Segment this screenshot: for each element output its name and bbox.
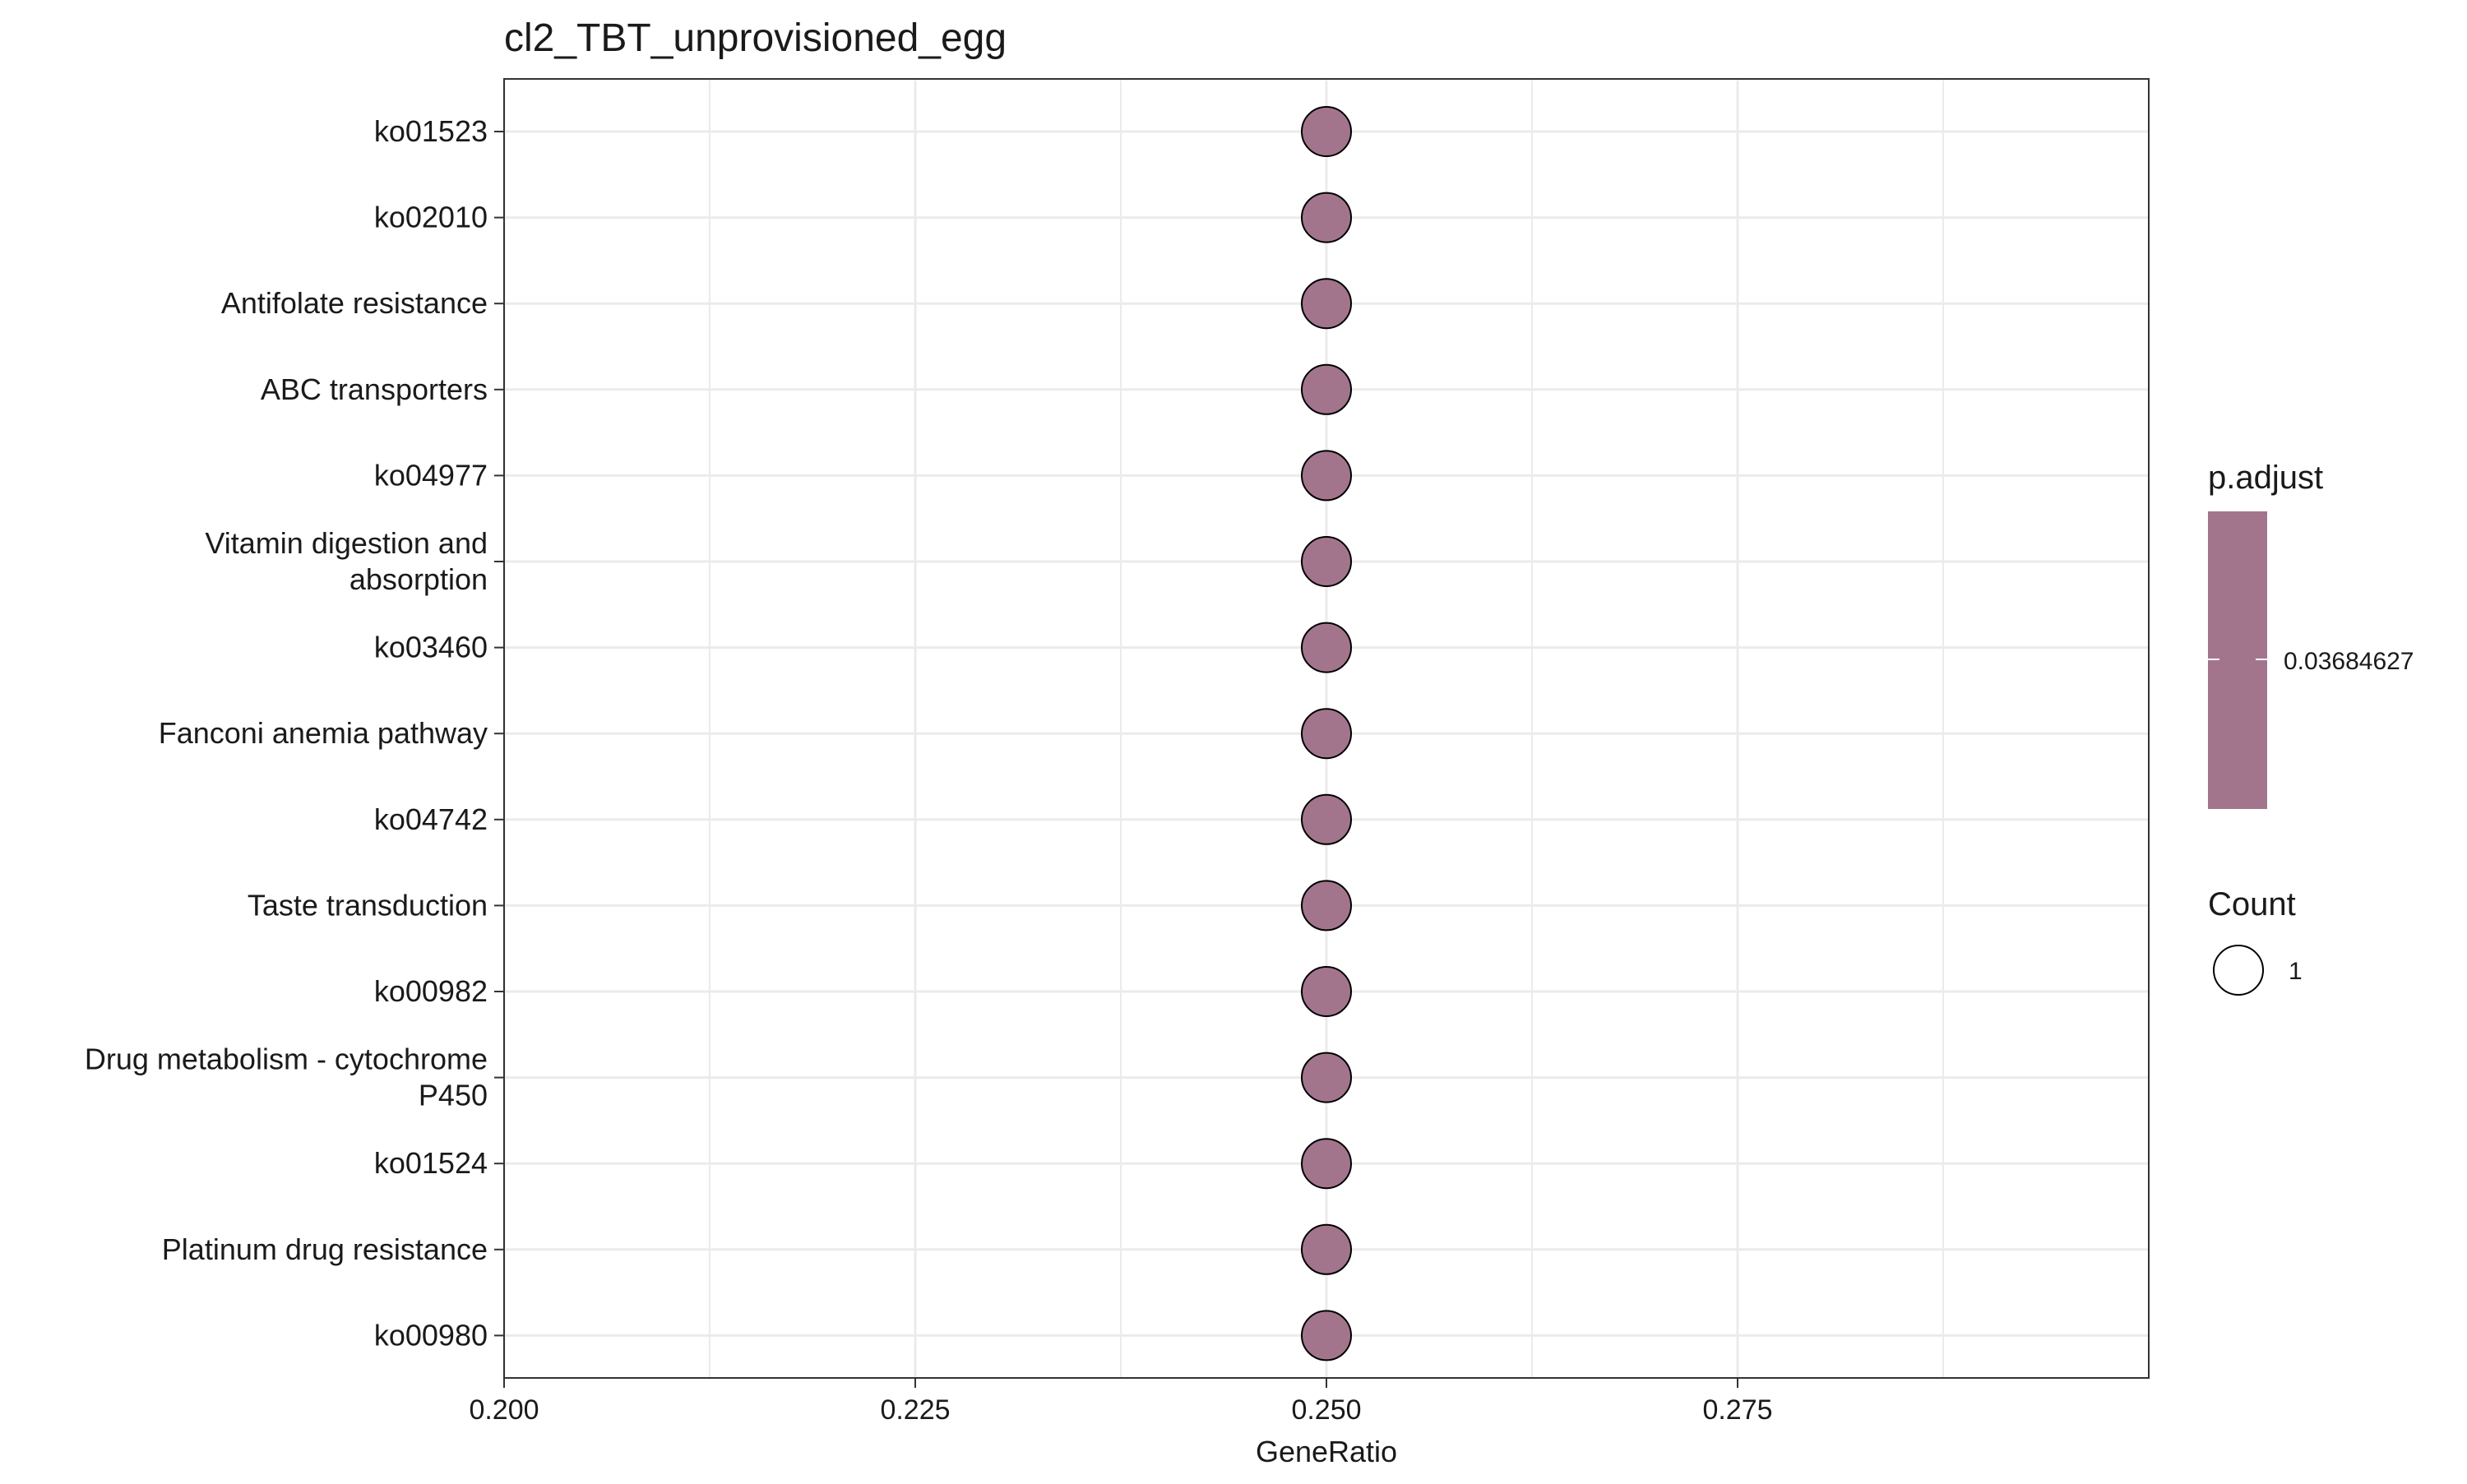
y-tick-label: ko01524 (374, 1146, 488, 1180)
y-tick-label: ko04742 (374, 802, 488, 836)
legend-color-label: 0.03684627 (2284, 648, 2414, 675)
y-tick-label: Vitamin digestion and absorption (205, 526, 488, 596)
y-tick-label: Fanconi anemia pathway (159, 716, 488, 750)
data-point (1301, 278, 1352, 330)
y-tick-label: ko00982 (374, 974, 488, 1008)
y-tick-label: ko01523 (374, 114, 488, 148)
y-tick-label: ko04977 (374, 458, 488, 492)
data-point (1301, 1138, 1352, 1190)
x-tick-label: 0.275 (1702, 1394, 1772, 1426)
legend-size-key-circle (2213, 945, 2264, 996)
data-point (1301, 880, 1352, 932)
data-point (1301, 192, 1352, 243)
data-point (1301, 1310, 1352, 1361)
points (1301, 106, 1352, 1361)
y-tick-label: Platinum drug resistance (162, 1232, 488, 1266)
data-point (1301, 1223, 1352, 1275)
data-point (1301, 106, 1352, 157)
y-tick-label: ko03460 (374, 631, 488, 664)
legend: p.adjust 0.03684627 Count 1 (2208, 460, 2414, 996)
x-axis-label: GeneRatio (1256, 1435, 1397, 1468)
data-point (1301, 363, 1352, 415)
axes: 0.200 0.225 0.250 0.275 ko01523 ko02010 Antifo… (85, 114, 1773, 1426)
y-tick-label: ko00980 (374, 1318, 488, 1352)
data-point (1301, 622, 1352, 673)
data-point (1301, 536, 1352, 587)
data-point (1301, 793, 1352, 845)
x-tick-label: 0.250 (1291, 1394, 1361, 1426)
y-tick-label: ABC transporters (261, 372, 488, 406)
y-tick-label: Taste transduction (248, 888, 488, 922)
legend-size-label: 1 (2289, 958, 2303, 985)
plot-panel-border (503, 78, 2150, 1379)
chart-title: cl2_TBT_unprovisioned_egg (504, 16, 1007, 60)
data-point (1301, 450, 1352, 502)
data-point (1301, 966, 1352, 1017)
y-tick-label: ko02010 (374, 201, 488, 234)
data-point (1301, 1052, 1352, 1103)
legend-size-title: Count (2208, 886, 2296, 922)
legend-color-title: p.adjust (2208, 460, 2323, 496)
y-tick-label: Antifolate resistance (221, 286, 488, 320)
data-point (1301, 708, 1352, 760)
x-tick-label: 0.225 (880, 1394, 950, 1426)
x-tick-label: 0.200 (469, 1394, 539, 1426)
y-tick-label: Drug metabolism - cytochrome P450 (85, 1042, 488, 1112)
